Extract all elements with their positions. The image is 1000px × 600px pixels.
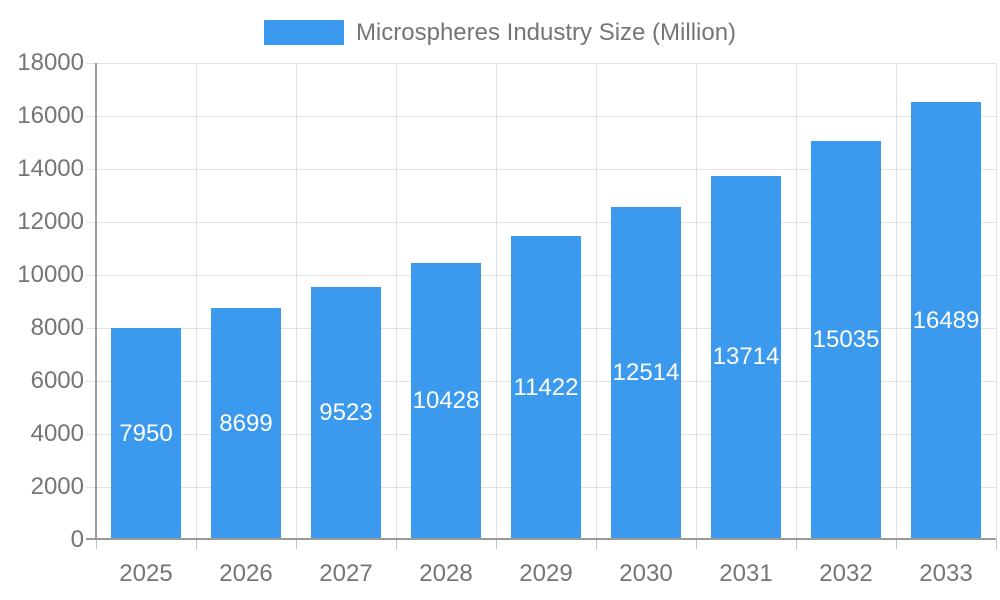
- x-tick: [295, 540, 297, 549]
- x-tick: [995, 540, 997, 549]
- bar[interactable]: 7950: [111, 328, 181, 539]
- x-gridline: [695, 63, 697, 540]
- legend[interactable]: Microspheres Industry Size (Million): [0, 18, 1000, 46]
- x-tick: [95, 540, 97, 549]
- bar[interactable]: 16489: [911, 102, 981, 539]
- y-gridline: [86, 62, 996, 64]
- x-gridline: [195, 63, 197, 540]
- x-axis-label: 2027: [319, 560, 373, 587]
- x-axis-label: 2030: [619, 560, 673, 587]
- y-axis-label: 18000: [17, 49, 84, 76]
- bar-value-label: 13714: [712, 343, 780, 371]
- x-gridline: [895, 63, 897, 540]
- legend-swatch: [263, 20, 344, 45]
- x-axis-label: 2032: [819, 560, 873, 587]
- bar[interactable]: 8699: [211, 308, 281, 539]
- x-gridline: [795, 63, 797, 540]
- x-tick: [395, 540, 397, 549]
- bar-value-label: 9523: [319, 398, 373, 426]
- y-axis-label: 4000: [30, 420, 84, 447]
- bar-value-label: 15035: [812, 325, 880, 353]
- bar-value-label: 10428: [412, 386, 480, 414]
- x-axis-label: 2025: [119, 560, 173, 587]
- y-axis-label: 12000: [17, 208, 84, 235]
- bar[interactable]: 9523: [311, 286, 381, 539]
- bar-value-label: 11422: [513, 373, 579, 401]
- x-tick: [695, 540, 697, 549]
- x-axis-label: 2033: [919, 560, 973, 587]
- y-axis-label: 6000: [30, 367, 84, 394]
- x-gridline: [595, 63, 597, 540]
- x-axis-line: [86, 538, 996, 540]
- bar[interactable]: 10428: [411, 262, 481, 539]
- x-tick: [195, 540, 197, 549]
- bar-value-label: 8699: [219, 409, 273, 437]
- bar-value-label: 16489: [912, 306, 980, 334]
- bar-value-label: 12514: [612, 359, 680, 387]
- plot-area: 0 2000 4000 6000 8000 10000 12000 14000 16000 180…: [17, 50, 997, 587]
- x-gridline: [295, 63, 297, 540]
- bar[interactable]: 12514: [611, 207, 681, 539]
- bar-value-label: 7950: [119, 419, 173, 447]
- x-axis-label: 2029: [519, 560, 573, 587]
- x-gridline: [495, 63, 497, 540]
- x-axis-label: 2026: [219, 560, 273, 587]
- y-axis-label: 2000: [30, 473, 84, 500]
- bar[interactable]: 15035: [811, 140, 881, 539]
- y-axis-label: 8000: [30, 314, 84, 341]
- y-axis-label: 10000: [17, 261, 84, 288]
- x-axis-label: 2031: [719, 560, 773, 587]
- x-tick: [895, 540, 897, 549]
- x-gridline: [995, 63, 997, 540]
- legend-label: Microspheres Industry Size (Million): [355, 18, 737, 46]
- bar[interactable]: 11422: [511, 236, 581, 539]
- x-tick: [595, 540, 597, 549]
- x-gridline: [395, 63, 397, 540]
- y-gridline: [86, 168, 996, 170]
- x-tick: [795, 540, 797, 549]
- x-tick: [495, 540, 497, 549]
- y-axis-line: [95, 63, 97, 540]
- y-gridline: [86, 115, 996, 117]
- y-axis-label: 0: [70, 526, 84, 553]
- y-axis-label: 16000: [17, 102, 84, 129]
- x-axis-label: 2028: [419, 560, 473, 587]
- y-gridline: [86, 221, 996, 223]
- bar[interactable]: 13714: [711, 175, 781, 539]
- y-axis-label: 14000: [17, 155, 84, 182]
